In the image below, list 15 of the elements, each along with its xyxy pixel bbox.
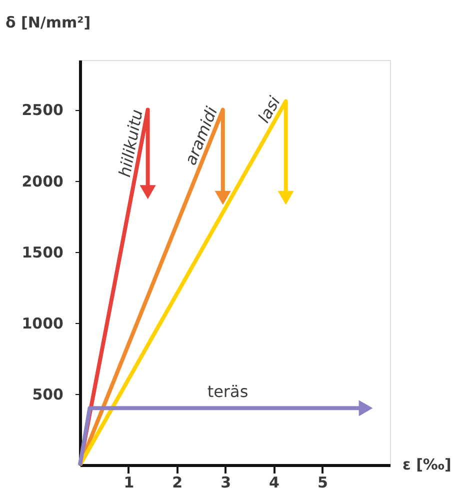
- y-tick-label: 2000: [22, 172, 64, 190]
- series-label: teräs: [207, 382, 248, 402]
- x-tick-label: 1: [124, 474, 134, 492]
- y-tick-label: 2500: [22, 101, 64, 120]
- x-tick-label: 4: [269, 474, 280, 492]
- y-tick-label: 1500: [22, 243, 64, 262]
- y-tick-label: 500: [32, 385, 64, 404]
- y-tick-label: 1000: [22, 314, 64, 332]
- text: lasi: [254, 92, 284, 126]
- x-axis-title: ε [‰]: [402, 456, 452, 474]
- x-tick-label: 2: [172, 474, 183, 492]
- text: hiilikuitu: [115, 108, 146, 178]
- y-axis-title: δ [N/mm²]: [6, 14, 91, 32]
- x-tick-label: 5: [317, 474, 328, 492]
- x-tick-label: 3: [220, 474, 232, 492]
